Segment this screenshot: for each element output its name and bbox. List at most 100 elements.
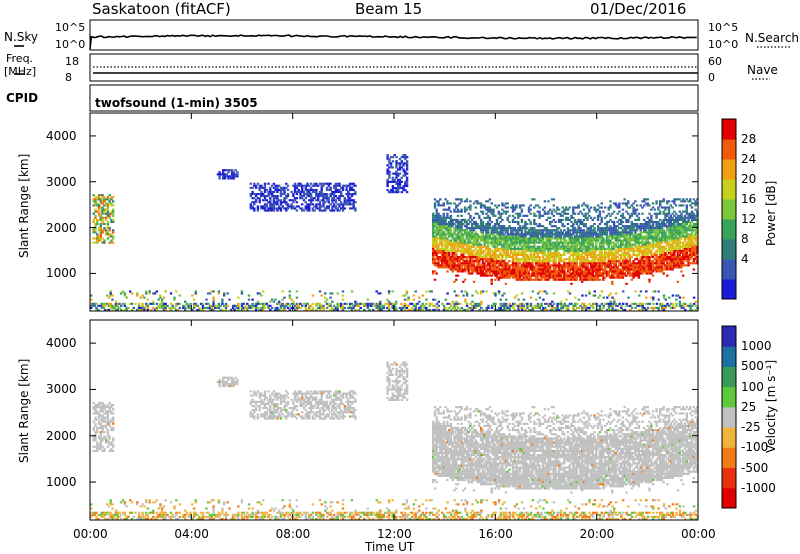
power-cell [660, 249, 664, 252]
power-cell [692, 249, 696, 252]
power-cell [455, 278, 458, 281]
power-cell [162, 304, 166, 307]
power-cell [391, 156, 395, 159]
power-cell [92, 241, 95, 244]
power-cell [348, 199, 352, 202]
power-cell [650, 270, 653, 273]
power-cell [481, 237, 485, 240]
power-cell [579, 268, 582, 271]
power-cell [476, 225, 479, 228]
power-cell [561, 247, 564, 250]
power-cell [325, 188, 329, 191]
power-cell [467, 268, 470, 271]
power-cell [501, 237, 504, 240]
power-cell [471, 241, 474, 244]
power-cell [666, 225, 669, 228]
power-cell [490, 280, 493, 283]
power-cell [290, 190, 293, 193]
power-cell [662, 237, 665, 240]
power-cell [397, 162, 400, 165]
power-cell [309, 203, 313, 206]
power-cell [451, 233, 454, 236]
power-cell [258, 188, 261, 191]
power-cell [508, 270, 511, 273]
power-cell [499, 231, 502, 234]
power-cell [623, 216, 626, 219]
power-cell [644, 225, 648, 228]
power-cell [386, 168, 389, 171]
power-cell [435, 212, 438, 215]
power-cell [481, 249, 485, 252]
power-cell [453, 233, 456, 236]
power-cell [545, 268, 548, 271]
power-cell [531, 245, 534, 248]
power-cell [522, 274, 525, 277]
power-cell [214, 304, 217, 307]
power-cell [671, 247, 674, 250]
power-cell [682, 247, 685, 250]
power-cell [575, 243, 578, 246]
power-cell [449, 202, 453, 205]
power-cell [240, 292, 244, 295]
power-cell [472, 266, 476, 269]
power-cell [492, 239, 495, 242]
power-cell [657, 220, 660, 223]
power-cell [502, 264, 506, 267]
power-cell [600, 229, 603, 232]
power-cell [497, 270, 500, 273]
power-cell [680, 245, 683, 248]
power-cell [527, 266, 531, 269]
power-cell [398, 185, 402, 188]
power-cell [524, 225, 527, 228]
power-cell [543, 274, 547, 277]
power-cell [659, 251, 662, 254]
power-cell [506, 266, 509, 269]
power-cell [588, 237, 591, 240]
power-cell [662, 231, 665, 234]
power-cell [345, 188, 348, 191]
power-cell [566, 229, 570, 232]
power-cell [108, 216, 111, 219]
power-cell [582, 251, 586, 254]
power-cell [651, 231, 655, 234]
power-cell [439, 220, 442, 223]
power-cell [540, 231, 543, 234]
power-cell [343, 184, 346, 187]
power-cell [499, 264, 502, 267]
power-cell [563, 272, 566, 275]
power-cell [660, 241, 664, 244]
power-cell [538, 239, 541, 242]
power-cell [641, 266, 644, 269]
power-cell [556, 239, 559, 242]
power-cell [442, 218, 445, 221]
power-cell [639, 249, 642, 252]
power-cell [395, 162, 398, 165]
power-cell [442, 212, 445, 215]
power-cell [471, 256, 474, 259]
power-cell [683, 200, 687, 203]
power-cell [340, 201, 343, 204]
power-cell [547, 262, 550, 265]
power-cell [527, 264, 531, 267]
power-cell [667, 227, 671, 230]
power-cell [568, 270, 571, 273]
power-cell [540, 225, 543, 228]
power-cell [453, 280, 456, 283]
power-cell [332, 186, 336, 189]
power-cell [696, 229, 699, 232]
power-cell [290, 203, 293, 206]
power-cell [566, 235, 570, 238]
power-cell [317, 193, 320, 196]
power-cell [460, 229, 463, 232]
power-cell [586, 204, 589, 207]
power-cell [487, 243, 490, 246]
power-cell [348, 182, 352, 185]
power-cell [97, 239, 101, 242]
power-cell [565, 231, 568, 234]
power-cell [666, 243, 669, 246]
power-cell [112, 200, 115, 203]
power-cell [488, 227, 492, 230]
power-cell [299, 195, 302, 198]
power-cell [92, 231, 95, 234]
power-cell [614, 229, 618, 232]
